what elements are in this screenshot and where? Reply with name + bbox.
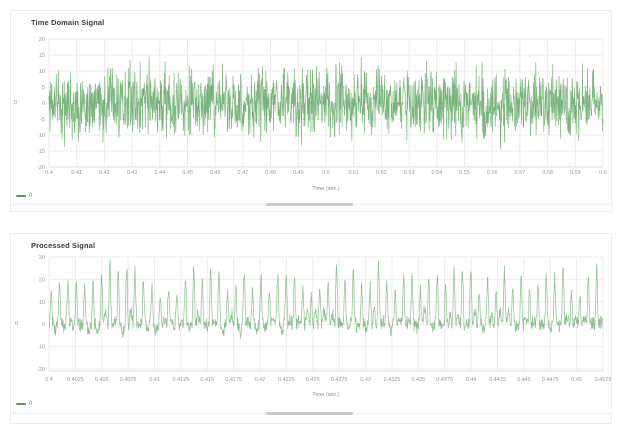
svg-text:-5: -5	[40, 117, 45, 123]
legend: 0	[16, 400, 32, 408]
svg-text:0.43: 0.43	[360, 377, 371, 383]
svg-text:0.54: 0.54	[431, 170, 442, 176]
svg-text:0.51: 0.51	[348, 170, 359, 176]
svg-text:-10: -10	[37, 345, 45, 351]
y-axis-title: 0	[15, 321, 19, 327]
svg-text:0.58: 0.58	[542, 170, 553, 176]
svg-text:0.4: 0.4	[45, 170, 53, 176]
time-domain-plot[interactable]: 0.4 0.41 0.42 0.43 0.44 0.45 0.46 0.47 0.48 0.49 0…	[11, 33, 613, 179]
processed-signal-plot[interactable]: 0.4 0.4025 0.405 0.4075 0.41 0.4125 0.415 0.417…	[11, 250, 613, 386]
svg-text:0.6: 0.6	[599, 170, 607, 176]
svg-text:0.445: 0.445	[517, 377, 531, 383]
svg-text:0.41: 0.41	[149, 377, 160, 383]
svg-text:0.47: 0.47	[238, 170, 249, 176]
svg-text:15: 15	[39, 53, 45, 59]
legend-label: 0	[29, 401, 33, 407]
svg-text:0.4075: 0.4075	[120, 377, 137, 383]
svg-text:10: 10	[39, 300, 45, 306]
series-line-icon	[16, 195, 26, 197]
svg-text:0.4325: 0.4325	[384, 377, 401, 383]
scrollbar-thumb[interactable]	[266, 203, 353, 206]
svg-text:0.425: 0.425	[306, 377, 320, 383]
svg-text:0.42: 0.42	[99, 170, 110, 176]
svg-text:0.45: 0.45	[182, 170, 193, 176]
svg-text:0.49: 0.49	[293, 170, 304, 176]
svg-text:5: 5	[42, 85, 45, 91]
svg-text:0.4025: 0.4025	[67, 377, 84, 383]
svg-text:0.405: 0.405	[95, 377, 109, 383]
svg-text:10: 10	[39, 69, 45, 75]
svg-text:0.415: 0.415	[200, 377, 214, 383]
svg-text:0.43: 0.43	[127, 170, 138, 176]
svg-text:-20: -20	[37, 367, 45, 373]
svg-text:20: 20	[39, 37, 45, 43]
svg-text:0.4375: 0.4375	[436, 377, 453, 383]
svg-text:0.4175: 0.4175	[225, 377, 242, 383]
time-domain-chart-card: Time Domain Signal 0 0.4 0.41 0.42 0.43 0.44…	[10, 10, 613, 212]
legend: 0	[16, 192, 32, 200]
svg-text:0.45: 0.45	[571, 377, 582, 383]
x-axis-label: Time (sec.)	[312, 392, 340, 398]
svg-text:0.53: 0.53	[404, 170, 415, 176]
svg-text:-10: -10	[37, 133, 45, 139]
y-axis-title: 0	[14, 100, 18, 106]
chart-title: Processed Signal	[31, 241, 96, 250]
svg-text:0.46: 0.46	[210, 170, 221, 176]
svg-text:0.55: 0.55	[459, 170, 470, 176]
svg-text:0.4425: 0.4425	[489, 377, 506, 383]
svg-text:0.435: 0.435	[411, 377, 425, 383]
svg-text:-20: -20	[37, 165, 45, 171]
svg-text:0.41: 0.41	[71, 170, 82, 176]
svg-text:0.42: 0.42	[255, 377, 266, 383]
svg-text:0.59: 0.59	[570, 170, 581, 176]
svg-text:0.44: 0.44	[466, 377, 477, 383]
svg-text:0.4475: 0.4475	[542, 377, 559, 383]
svg-text:0.56: 0.56	[487, 170, 498, 176]
svg-text:20: 20	[39, 277, 45, 283]
svg-text:0.4225: 0.4225	[278, 377, 295, 383]
legend-label: 0	[29, 193, 33, 199]
svg-text:0.48: 0.48	[265, 170, 276, 176]
svg-text:0.44: 0.44	[154, 170, 165, 176]
x-axis-label: Time (sec.)	[312, 186, 340, 192]
svg-text:0.57: 0.57	[515, 170, 526, 176]
svg-text:0.4275: 0.4275	[331, 377, 348, 383]
horizontal-scrollbar[interactable]	[11, 412, 613, 415]
scrollbar-thumb[interactable]	[266, 412, 353, 415]
horizontal-scrollbar[interactable]	[11, 203, 613, 206]
chart-title: Time Domain Signal	[31, 18, 105, 27]
svg-text:0.4125: 0.4125	[172, 377, 189, 383]
svg-text:0.52: 0.52	[376, 170, 387, 176]
series-line-icon	[16, 403, 26, 405]
svg-text:-15: -15	[37, 149, 45, 155]
svg-text:0: 0	[42, 101, 45, 107]
svg-text:0.4525: 0.4525	[595, 377, 612, 383]
svg-text:0.4: 0.4	[45, 377, 53, 383]
svg-text:30: 30	[39, 255, 45, 261]
svg-text:0.5: 0.5	[322, 170, 330, 176]
svg-text:0: 0	[42, 322, 45, 328]
processed-chart-card: Processed Signal 0 0.4 0.4025 0.405 0.4075 0…	[10, 233, 613, 424]
